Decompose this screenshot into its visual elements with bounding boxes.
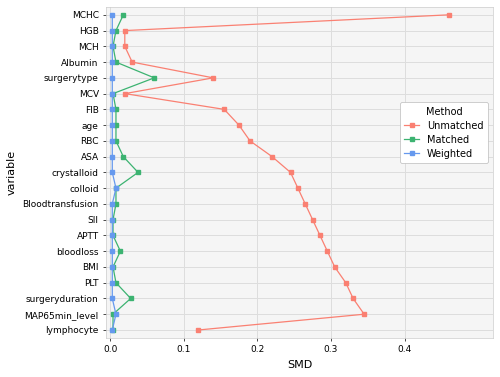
Unmatched xyxy=(350,296,356,301)
Matched xyxy=(135,170,141,175)
Weighted xyxy=(110,44,116,49)
Unmatched xyxy=(122,44,128,49)
Weighted xyxy=(110,218,116,222)
Weighted xyxy=(110,155,116,159)
Matched xyxy=(113,280,119,285)
Weighted xyxy=(110,265,116,269)
Weighted xyxy=(110,91,116,96)
Weighted xyxy=(113,186,119,190)
Matched xyxy=(113,139,119,143)
Matched xyxy=(120,155,126,159)
Unmatched xyxy=(221,107,227,112)
Matched xyxy=(110,91,116,96)
Line: Matched: Matched xyxy=(111,13,156,332)
Weighted xyxy=(110,12,116,17)
Unmatched xyxy=(446,12,452,17)
Matched xyxy=(113,28,119,33)
Unmatched xyxy=(361,312,367,316)
Unmatched xyxy=(122,28,128,33)
Unmatched xyxy=(324,249,330,253)
Weighted xyxy=(110,76,116,80)
Matched xyxy=(152,76,158,80)
Matched xyxy=(110,218,116,222)
Unmatched xyxy=(236,123,242,127)
Matched xyxy=(113,107,119,112)
Unmatched xyxy=(288,170,294,175)
X-axis label: SMD: SMD xyxy=(287,360,312,370)
Matched xyxy=(120,12,126,17)
Line: Weighted: Weighted xyxy=(110,13,118,332)
Weighted xyxy=(110,170,116,175)
Weighted xyxy=(110,123,116,127)
Legend: Unmatched, Matched, Weighted: Unmatched, Matched, Weighted xyxy=(400,102,488,163)
Unmatched xyxy=(295,186,301,190)
Line: Unmatched: Unmatched xyxy=(122,13,451,332)
Matched xyxy=(110,233,116,238)
Weighted xyxy=(110,296,116,301)
Matched xyxy=(110,265,116,269)
Matched xyxy=(110,312,116,316)
Matched xyxy=(128,296,134,301)
Weighted xyxy=(110,28,116,33)
Unmatched xyxy=(302,202,308,206)
Weighted xyxy=(110,139,116,143)
Matched xyxy=(110,44,116,49)
Unmatched xyxy=(332,265,338,269)
Matched xyxy=(113,60,119,64)
Unmatched xyxy=(317,233,323,238)
Unmatched xyxy=(343,280,349,285)
Weighted xyxy=(110,249,116,253)
Weighted xyxy=(110,233,116,238)
Weighted xyxy=(110,107,116,112)
Unmatched xyxy=(269,155,275,159)
Unmatched xyxy=(210,76,216,80)
Matched xyxy=(110,328,116,332)
Weighted xyxy=(110,202,116,206)
Matched xyxy=(118,249,124,253)
Unmatched xyxy=(196,328,202,332)
Unmatched xyxy=(122,91,128,96)
Weighted xyxy=(110,328,116,332)
Unmatched xyxy=(310,218,316,222)
Matched xyxy=(113,186,119,190)
Matched xyxy=(113,123,119,127)
Weighted xyxy=(113,312,119,316)
Matched xyxy=(113,202,119,206)
Y-axis label: variable: variable xyxy=(7,150,17,195)
Unmatched xyxy=(129,60,135,64)
Weighted xyxy=(110,60,116,64)
Unmatched xyxy=(247,139,253,143)
Weighted xyxy=(110,280,116,285)
